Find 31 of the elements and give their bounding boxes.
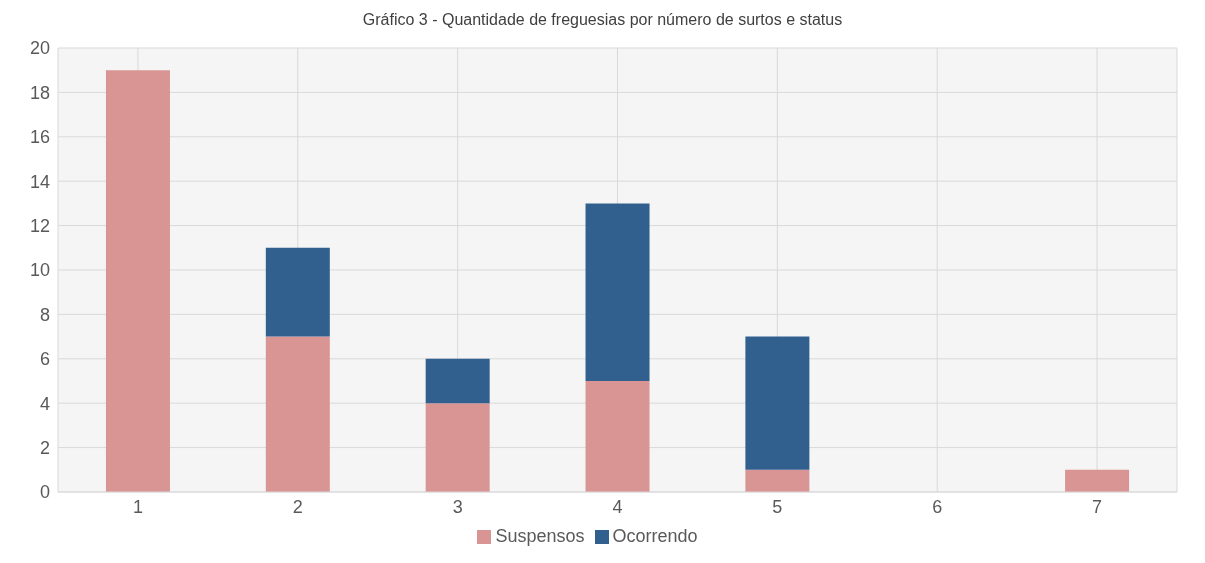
legend-label: Ocorrendo bbox=[612, 526, 698, 546]
bar bbox=[585, 381, 650, 492]
bar bbox=[105, 70, 170, 492]
bar bbox=[1065, 469, 1130, 492]
legend-label: Suspensos bbox=[495, 526, 585, 546]
y-tick-label: 12 bbox=[29, 215, 50, 236]
bar bbox=[585, 203, 650, 381]
bar bbox=[425, 403, 490, 492]
y-tick-label: 20 bbox=[29, 38, 50, 59]
y-tick-label: 2 bbox=[39, 437, 50, 458]
y-tick-label: 6 bbox=[39, 349, 50, 370]
x-tick-label: 7 bbox=[1092, 496, 1103, 517]
y-tick-label: 18 bbox=[29, 82, 50, 103]
x-tick-label: 2 bbox=[292, 496, 303, 517]
bar bbox=[425, 358, 490, 404]
x-tick-label: 6 bbox=[932, 496, 943, 517]
y-tick-label: 0 bbox=[39, 482, 50, 503]
bar bbox=[745, 469, 810, 492]
x-tick-label: 1 bbox=[132, 496, 143, 517]
bar bbox=[745, 336, 810, 470]
y-tick-label: 4 bbox=[39, 393, 50, 414]
y-tick-label: 10 bbox=[29, 260, 50, 281]
chart-title: Gráfico 3 - Quantidade de freguesias por número de surtos e status bbox=[361, 10, 844, 30]
x-tick-label: 5 bbox=[772, 496, 783, 517]
y-tick-label: 14 bbox=[29, 171, 50, 192]
bar bbox=[265, 336, 330, 492]
x-tick-label: 3 bbox=[452, 496, 463, 517]
y-tick-label: 16 bbox=[29, 127, 50, 148]
x-tick-label: 4 bbox=[612, 496, 623, 517]
bar bbox=[265, 247, 330, 337]
y-tick-label: 8 bbox=[39, 304, 50, 325]
